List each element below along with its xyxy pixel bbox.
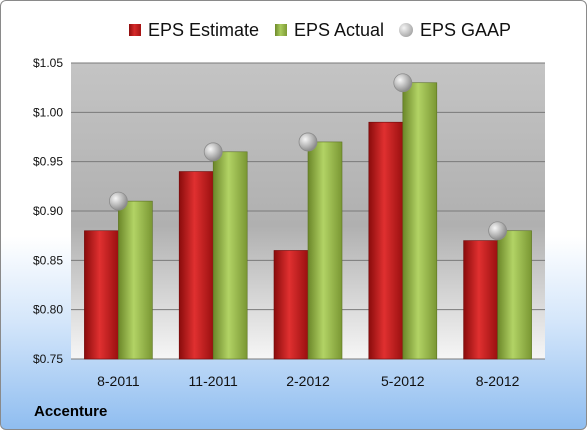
legend-label-gaap: EPS GAAP	[420, 19, 512, 40]
y-tick-label: $0.95	[33, 155, 63, 169]
company-label: Accenture	[34, 403, 108, 420]
x-tick-label: 5-2012	[381, 373, 425, 389]
y-tick-label: $0.80	[33, 303, 63, 317]
bar-eps-estimate	[463, 240, 498, 360]
bar-eps-estimate	[368, 121, 404, 360]
bar-eps-actual	[307, 141, 343, 360]
bar-eps-actual	[118, 200, 153, 360]
x-axis-labels: 8-2011 11-2011 2-2012 5-2012 8-2012	[97, 373, 519, 389]
y-tick-label: $0.85	[33, 253, 63, 267]
x-tick-label: 11-2011	[189, 373, 239, 389]
bars	[84, 82, 532, 360]
legend-swatch-estimate	[129, 24, 141, 36]
legend-swatch-actual	[275, 24, 287, 36]
bar-eps-actual	[402, 82, 438, 360]
bar-eps-actual	[212, 151, 248, 360]
x-tick-label: 8-2012	[476, 373, 520, 389]
bar-eps-estimate	[84, 230, 119, 360]
y-tick-label: $1.05	[33, 56, 63, 70]
legend-label-estimate: EPS Estimate	[148, 19, 260, 40]
legend-item-gaap: EPS GAAP	[399, 15, 511, 45]
marker-eps-gaap	[488, 221, 508, 241]
x-tick-label: 2-2012	[286, 373, 330, 389]
y-tick-label: $1.00	[33, 105, 63, 119]
gaap-markers	[109, 73, 508, 241]
bar-eps-estimate	[178, 171, 214, 360]
marker-eps-gaap	[109, 191, 128, 211]
marker-eps-gaap	[298, 132, 318, 152]
legend-swatch-gaap	[399, 23, 413, 37]
legend-item-actual: EPS Actual	[275, 15, 384, 45]
y-tick-label: $0.75	[33, 352, 63, 366]
legend: EPS Estimate EPS Actual EPS GAAP	[1, 15, 586, 45]
y-axis-labels: $0.75 $0.80 $0.85 $0.90 $0.95 $1.00 $1.05	[33, 56, 63, 366]
x-tick-label: 8-2011	[97, 373, 140, 389]
legend-item-estimate: EPS Estimate	[129, 15, 259, 45]
bar-eps-estimate	[273, 250, 309, 360]
marker-eps-gaap	[393, 73, 413, 93]
bar-eps-actual	[497, 230, 532, 360]
legend-label-actual: EPS Actual	[294, 19, 385, 40]
y-tick-label: $0.90	[33, 204, 63, 218]
marker-eps-gaap	[203, 142, 223, 162]
